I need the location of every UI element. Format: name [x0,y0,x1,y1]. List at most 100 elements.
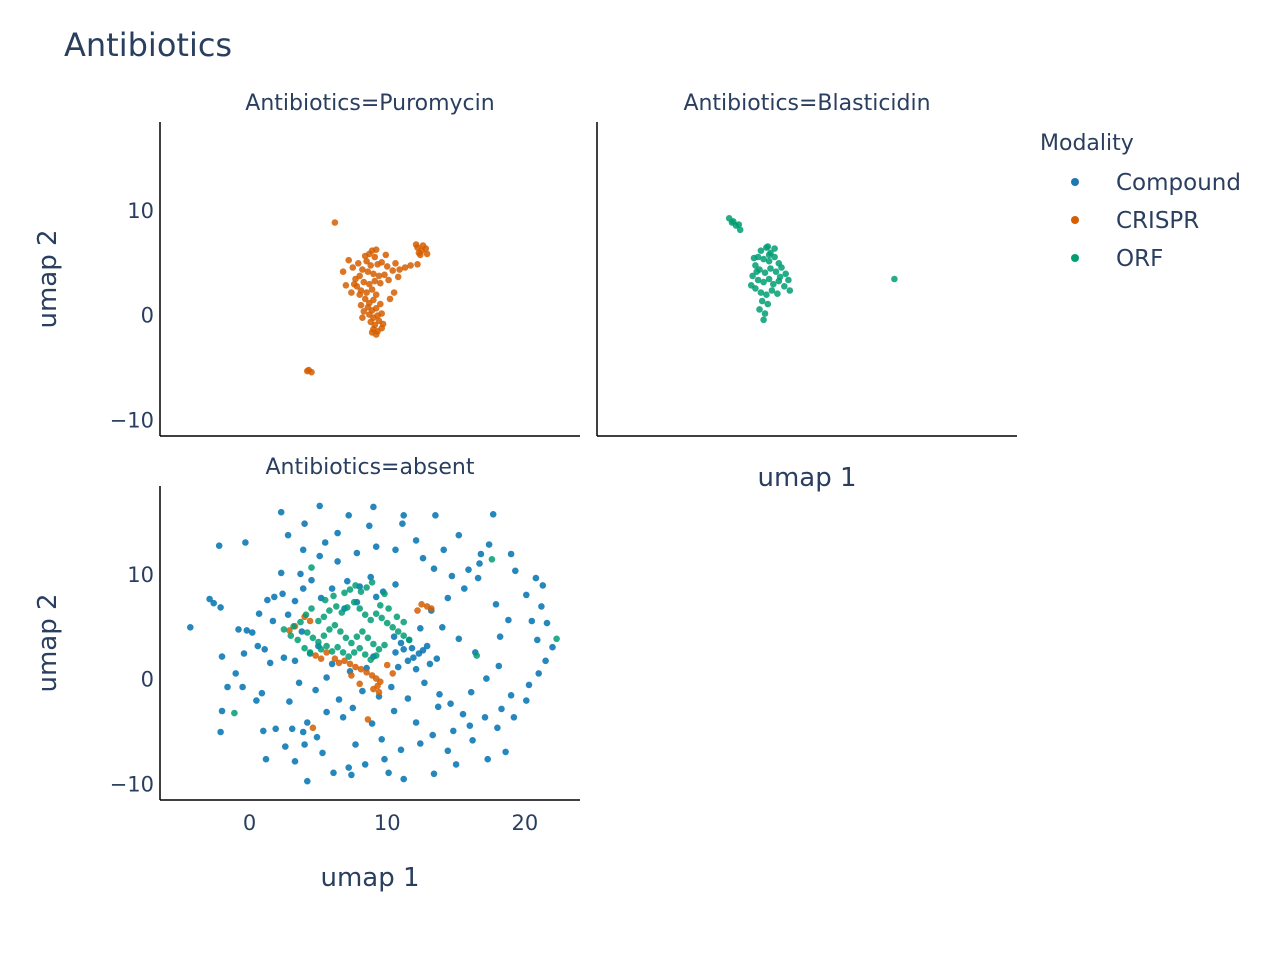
data-point [760,316,767,324]
data-point [240,650,248,657]
data-point [389,267,397,274]
data-point [334,643,341,651]
data-point [523,697,530,704]
data-point [294,636,302,644]
data-point [760,278,767,286]
data-point [400,775,408,783]
data-point [339,268,347,276]
data-point [502,748,509,756]
legend-item-compound[interactable]: Compound [1071,170,1241,196]
data-point [761,269,769,277]
data-point [483,675,490,682]
data-point [359,628,366,635]
data-point [375,646,383,653]
data-point [436,691,443,698]
data-point [397,639,405,647]
data-point [367,262,375,269]
data-point [342,634,350,642]
data-point [401,264,409,271]
data-point [412,241,420,248]
data-point [426,660,434,668]
data-point [363,584,370,591]
data-point [361,761,369,768]
data-point [771,245,778,252]
data-point [785,276,792,284]
data-point [215,542,223,549]
data-point [364,634,372,642]
data-point [345,256,353,264]
data-point [312,686,319,694]
data-point [750,254,758,262]
data-point [378,310,386,317]
y-tick-label: −10 [110,408,154,432]
data-point [272,725,280,733]
data-point [306,649,314,656]
data-point [375,272,383,280]
data-point [394,273,402,281]
data-point [525,681,533,689]
data-point [473,652,481,659]
data-point [291,597,299,605]
data-point [455,531,463,539]
data-point [308,605,315,612]
data-point [355,260,362,267]
data-point [330,592,337,600]
data-point [367,656,375,663]
series-crispr [286,601,435,732]
data-point [378,614,386,622]
data-point [359,314,366,322]
data-point [297,570,304,578]
data-point [410,654,417,661]
data-point [317,655,325,662]
data-point [419,554,427,562]
y-tick-label: 10 [127,199,154,223]
data-point [417,625,424,632]
data-point [782,270,789,278]
data-point [323,649,330,656]
data-point [381,271,388,279]
data-point [331,655,339,662]
data-point [302,611,310,618]
data-point [357,588,365,595]
data-point [467,688,475,696]
data-point [747,282,755,289]
data-point [756,306,763,313]
data-point [757,289,765,296]
data-point [357,665,365,673]
x-tick-label: 10 [374,811,401,835]
data-point [299,585,307,592]
legend[interactable]: Modality Compound CRISPR ORF [1040,131,1241,272]
data-point [415,249,423,257]
data-point [492,601,500,608]
data-point [299,546,307,554]
data-point [423,642,431,650]
data-point [368,579,376,586]
data-point [356,680,364,688]
data-point [352,275,359,283]
data-point [430,565,438,572]
data-point [210,599,217,607]
data-point [397,746,405,754]
data-point [523,591,530,599]
data-point [476,560,483,567]
data-point [414,261,421,268]
data-point [361,252,369,260]
data-point [538,603,545,610]
data-point [363,257,370,265]
data-point [774,290,781,298]
data-point [277,508,285,516]
data-point [350,649,358,656]
data-point [315,638,322,646]
data-point [346,586,354,593]
data-point [786,287,794,294]
data-point [370,270,377,278]
data-point [264,596,271,604]
data-point [400,646,408,653]
legend-item-orf[interactable]: ORF [1071,246,1163,272]
legend-item-crispr[interactable]: CRISPR [1071,208,1199,234]
data-point [378,736,386,743]
data-point [368,329,376,336]
data-point [450,727,457,735]
data-point [753,268,760,276]
data-point [304,777,311,785]
